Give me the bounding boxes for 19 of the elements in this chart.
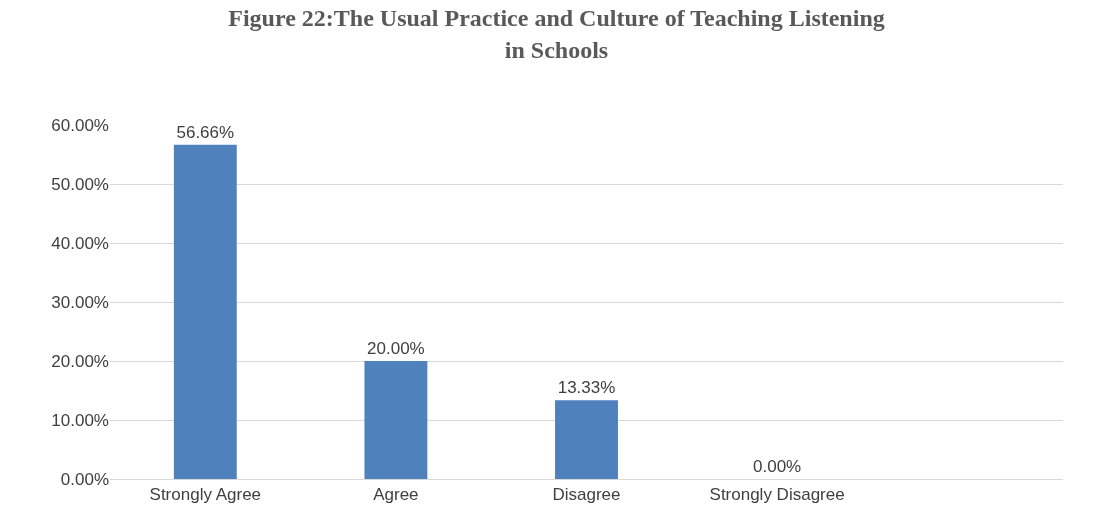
y-tick-label: 20.00% (51, 351, 109, 371)
y-tick-label: 50.00% (51, 174, 109, 194)
data-label: 13.33% (557, 378, 616, 398)
bar (364, 361, 428, 479)
data-label: 56.66% (176, 122, 235, 142)
bar (173, 144, 237, 479)
y-tick-label: 40.00% (51, 233, 109, 253)
x-tick-label: Disagree (552, 485, 621, 505)
data-label: 0.00% (753, 457, 802, 476)
y-tick-label: 30.00% (51, 292, 109, 312)
bar (555, 400, 618, 479)
x-tick-label: Strongly Agree (149, 485, 262, 505)
y-tick-label: 60.00% (51, 115, 109, 135)
x-tick-label: Agree (373, 485, 419, 505)
x-tick-label: Strongly Disagree (709, 485, 845, 505)
chart-title: Figure 22:The Usual Practice and Culture of Teaching Listening in Schools (228, 5, 885, 63)
y-tick-label: 0.00% (60, 469, 109, 489)
y-tick-label: 10.00% (51, 410, 109, 430)
data-label: 20.00% (367, 339, 425, 358)
